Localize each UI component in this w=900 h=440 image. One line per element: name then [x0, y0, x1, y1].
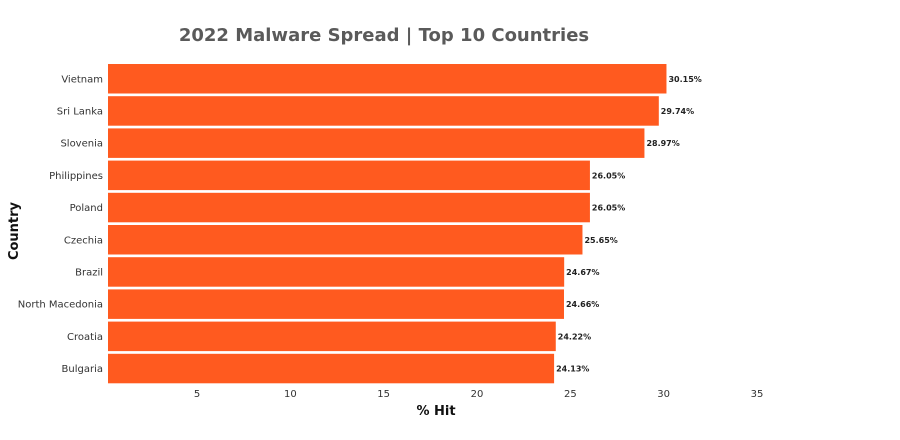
x-tick-label: 20: [471, 389, 484, 400]
data-label: 25.65%: [584, 236, 617, 245]
data-label: 24.13%: [556, 365, 589, 374]
bar-vietnam: [108, 64, 667, 94]
x-tick-label: 35: [751, 389, 764, 400]
category-label: Vietnam: [61, 74, 103, 85]
category-labels: Vietnam Sri Lanka Slovenia Philippines Polan…: [18, 74, 103, 375]
category-label: Slovenia: [60, 139, 103, 150]
x-tick-label: 15: [377, 389, 390, 400]
data-label: 26.05%: [592, 204, 625, 213]
category-label: Brazil: [75, 267, 103, 278]
chart-title: 2022 Malware Spread | Top 10 Countries: [179, 25, 589, 46]
category-label: Sri Lanka: [57, 106, 103, 117]
bars-group: [108, 64, 667, 384]
category-label: North Macedonia: [18, 300, 103, 311]
x-tick-label: 25: [564, 389, 577, 400]
bar-brazil: [108, 257, 565, 287]
category-label: Philippines: [49, 171, 103, 182]
data-label: 24.22%: [558, 332, 591, 341]
bar-philippines: [108, 160, 590, 191]
bar-croatia: [108, 321, 556, 352]
category-label: Poland: [70, 203, 103, 214]
category-label: Czechia: [64, 235, 103, 246]
bar-czechia: [108, 225, 583, 255]
bar-north-macedonia: [108, 289, 564, 319]
bar-slovenia: [108, 128, 645, 158]
y-axis-label: Country: [7, 201, 22, 260]
x-axis-label: % Hit: [416, 404, 455, 419]
category-label: Croatia: [67, 332, 103, 343]
x-tick-label: 5: [194, 389, 200, 400]
bar-poland: [108, 192, 590, 223]
data-label: 24.66%: [566, 300, 599, 309]
data-labels: 30.15% 29.74% 28.97% 26.05% 26.05% 25.65% 24.6…: [556, 75, 702, 374]
data-label: 28.97%: [646, 139, 679, 148]
bar-bulgaria: [108, 353, 555, 384]
x-tick-label: 30: [657, 389, 670, 400]
x-tick-label: 10: [284, 389, 297, 400]
data-label: 30.15%: [668, 75, 701, 84]
category-label: Bulgaria: [62, 364, 103, 375]
data-label: 29.74%: [661, 107, 694, 116]
bar-sri-lanka: [108, 96, 659, 126]
x-axis-ticks: 5 10 15 20 25 30 35: [194, 389, 764, 400]
data-label: 24.67%: [566, 268, 599, 277]
data-label: 26.05%: [592, 171, 625, 180]
